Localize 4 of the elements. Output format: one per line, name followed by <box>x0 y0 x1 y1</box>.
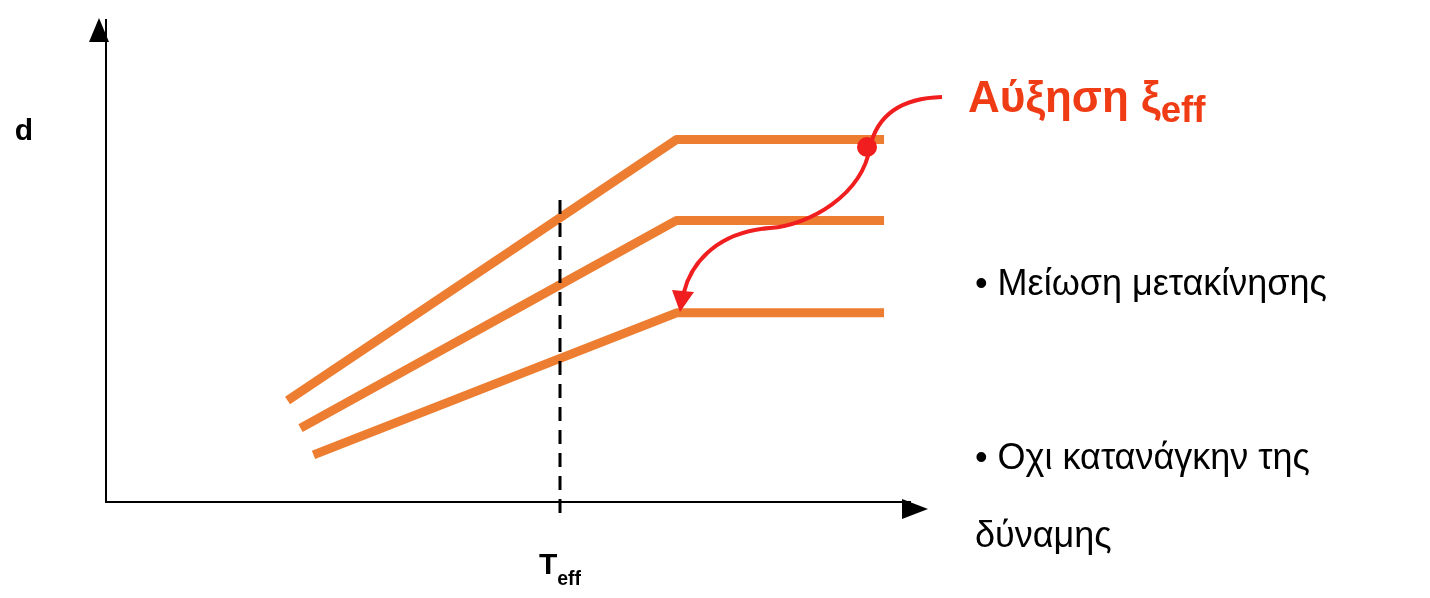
y-axis-title: d <box>14 113 34 146</box>
text: • Μείωση μετακίνησης <box>975 262 1327 304</box>
text: • Οχι κατανάγκην της δύναμης <box>975 435 1311 557</box>
text: Αύξηση ξ$_{eff}$ <box>968 72 1206 131</box>
